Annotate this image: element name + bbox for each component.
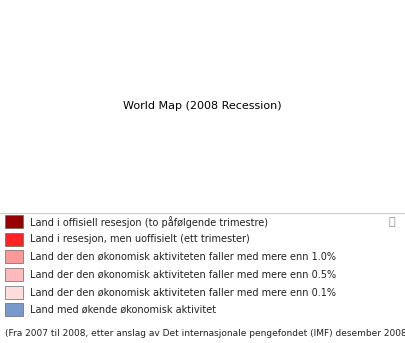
Text: Land der den økonomisk aktiviteten faller med mere enn 1.0%: Land der den økonomisk aktiviteten falle…: [30, 252, 337, 262]
Bar: [5, 286, 23, 299]
Bar: [5, 250, 23, 263]
Bar: [5, 268, 23, 281]
Bar: [5, 233, 23, 246]
Text: (Fra 2007 til 2008, etter anslag av Det internasjonale pengefondet (IMF) desembe: (Fra 2007 til 2008, etter anslag av Det …: [5, 329, 405, 338]
Text: Land i offisiell resesjon (to påfølgende trimestre): Land i offisiell resesjon (to påfølgende…: [30, 216, 269, 228]
Text: World Map (2008 Recession): World Map (2008 Recession): [123, 101, 282, 111]
Bar: [5, 303, 23, 316]
Text: Land der den økonomisk aktiviteten faller med mere enn 0.5%: Land der den økonomisk aktiviteten falle…: [30, 270, 337, 280]
Text: Land med økende økonomisk aktivitet: Land med økende økonomisk aktivitet: [30, 305, 217, 315]
Text: 🗗: 🗗: [388, 216, 395, 227]
Text: Land i resesjon, men uoffisielt (ett trimester): Land i resesjon, men uoffisielt (ett tri…: [30, 234, 250, 244]
Bar: [5, 215, 23, 228]
Text: Land der den økonomisk aktiviteten faller med mere enn 0.1%: Land der den økonomisk aktiviteten falle…: [30, 287, 337, 297]
